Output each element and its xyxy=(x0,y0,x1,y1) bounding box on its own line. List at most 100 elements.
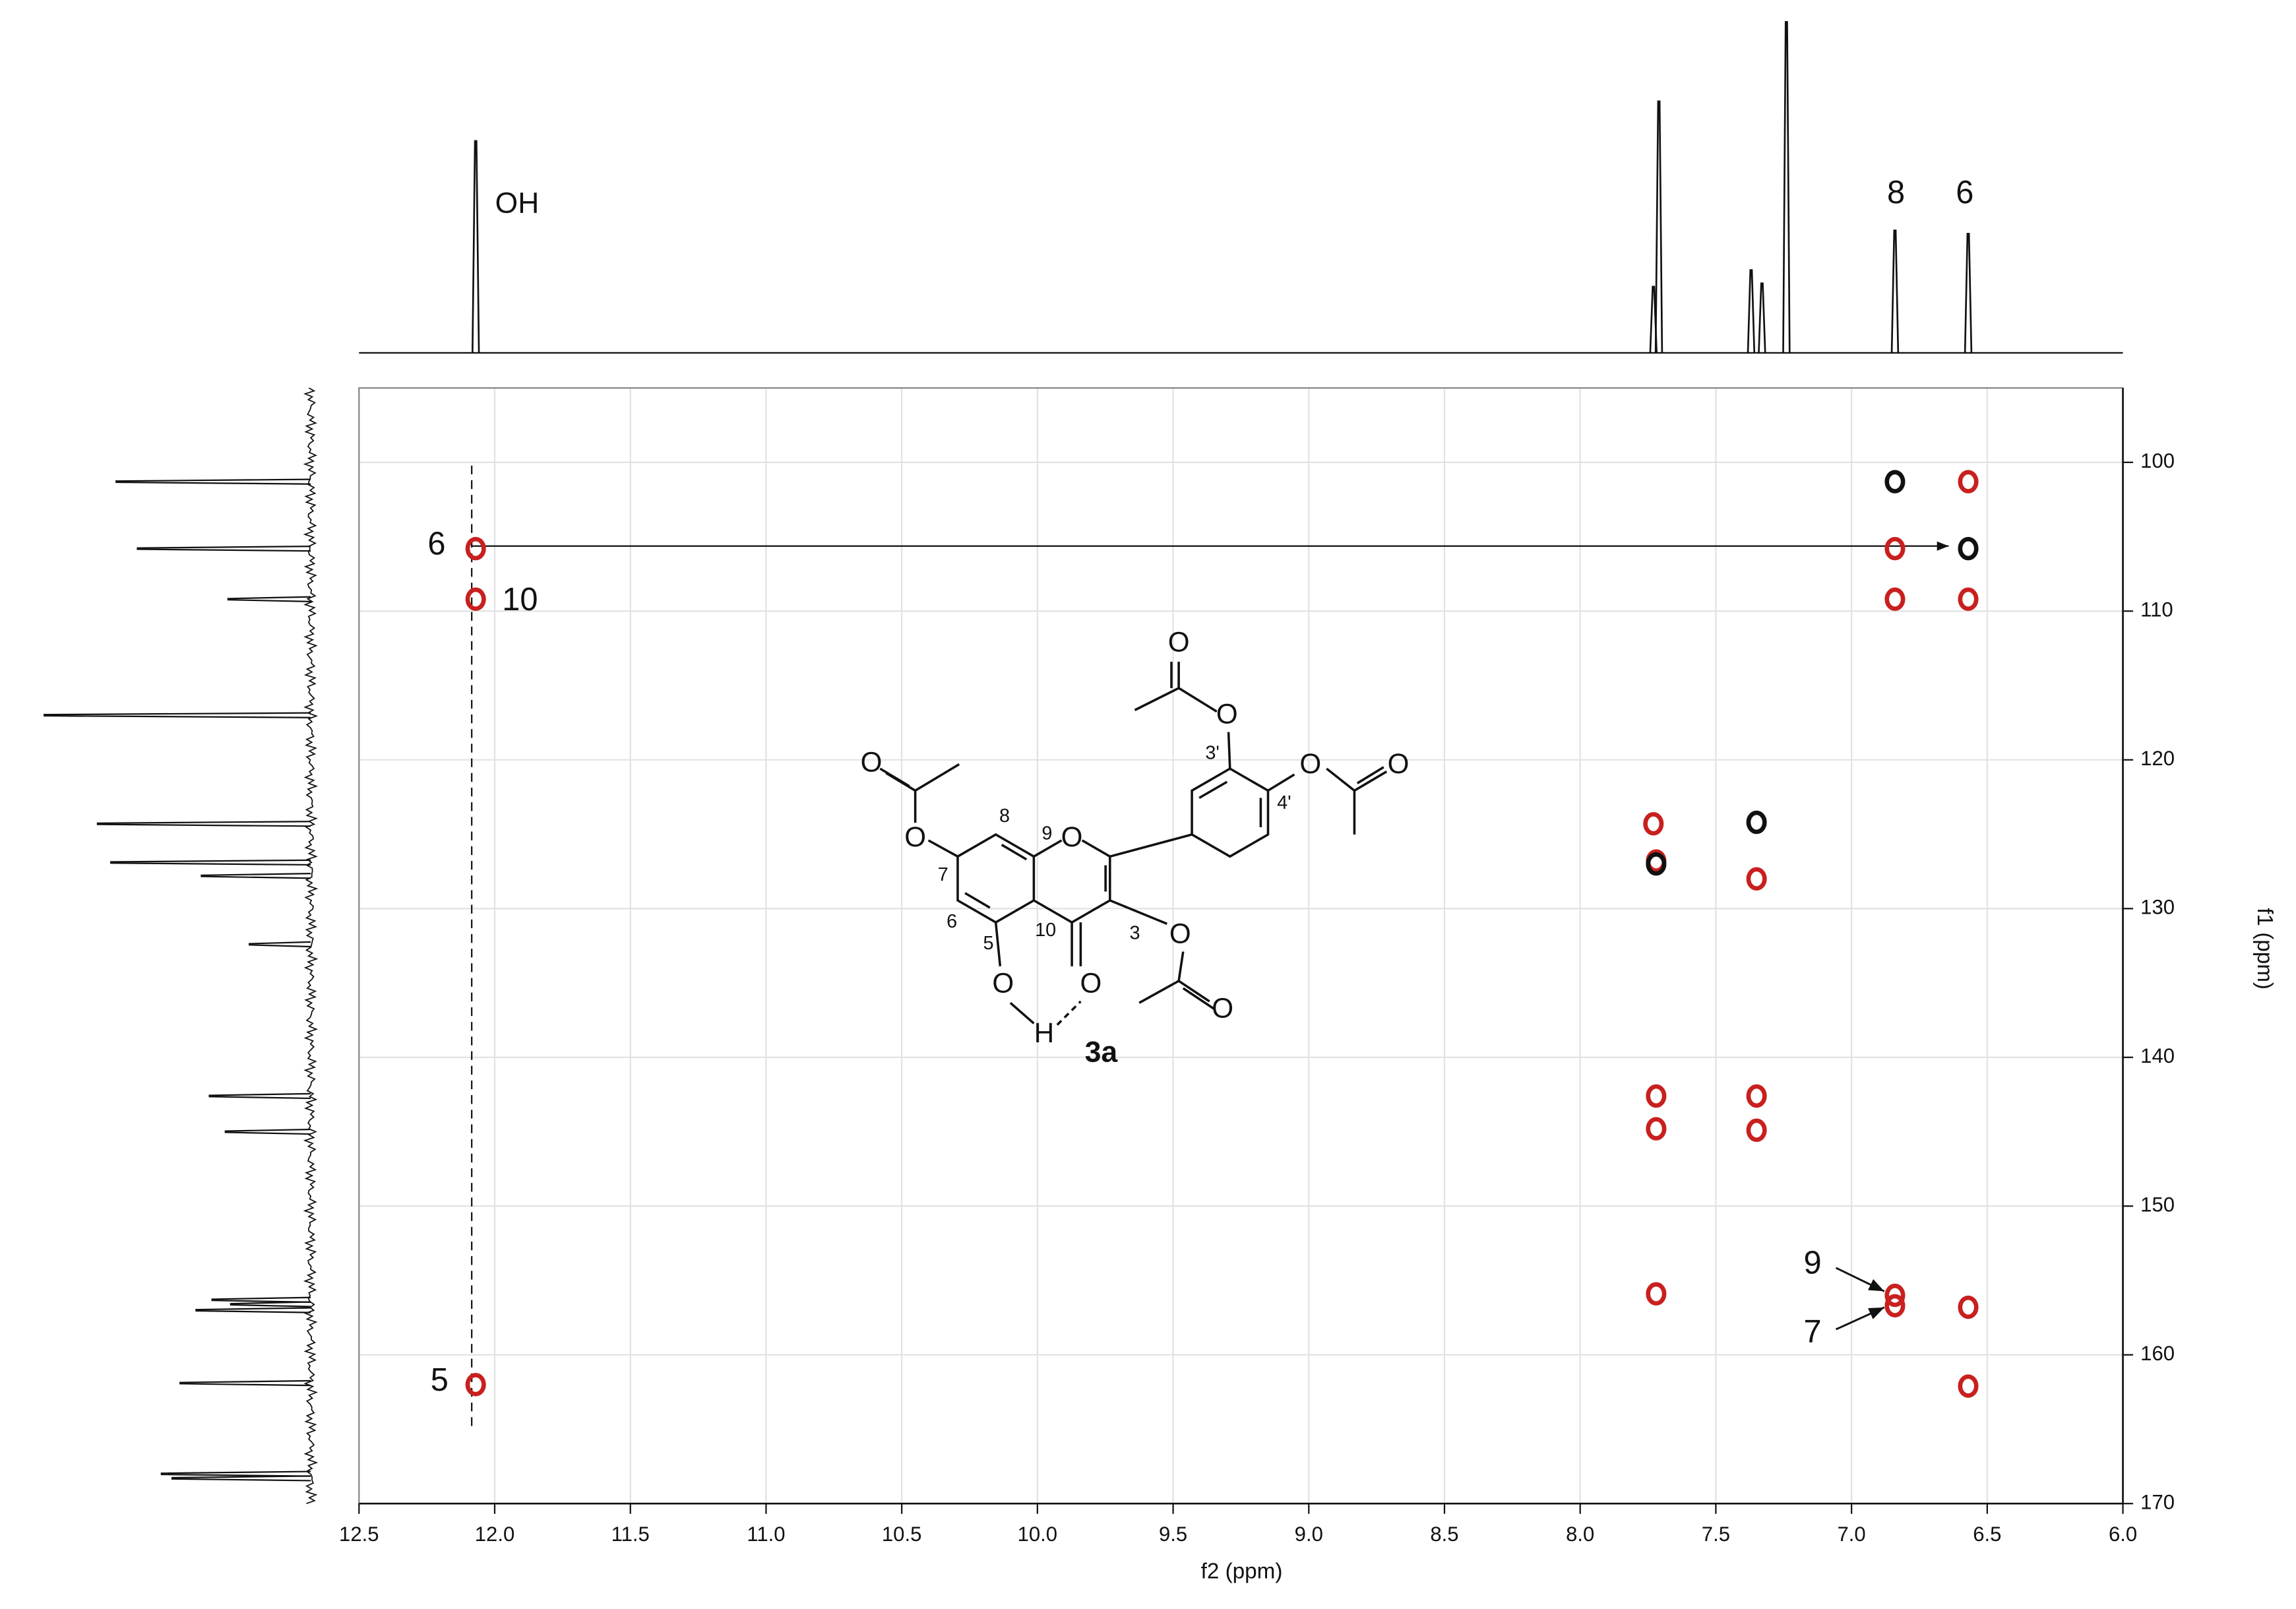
annotation: 8 xyxy=(1887,175,1905,210)
y-tick-label: 150 xyxy=(2140,1193,2175,1216)
compound-label: 3a xyxy=(1085,1036,1118,1069)
x-tick-label: 10.0 xyxy=(1018,1523,1057,1546)
spectrum-peak xyxy=(160,1470,311,1477)
cross-peak xyxy=(465,1373,486,1397)
cross-peak xyxy=(1958,470,1979,493)
annotation: 6 xyxy=(1956,175,1973,210)
x-axis-title: f2 (ppm) xyxy=(1201,1559,1283,1583)
cross-peak xyxy=(1884,587,1906,612)
spectrum-peak xyxy=(201,873,311,879)
cross-peak xyxy=(1746,867,1767,891)
grid xyxy=(358,388,2124,1505)
arrow xyxy=(1835,1267,1885,1292)
spectrum-peak xyxy=(115,478,311,485)
spectrum-peak xyxy=(208,1092,311,1100)
cross-peak xyxy=(1884,470,1906,493)
locant: 3 xyxy=(1130,923,1140,944)
spectrum-peak xyxy=(230,1301,311,1308)
cross-peak xyxy=(1884,536,1906,561)
atom-label: O xyxy=(1169,918,1191,949)
annotation: 10 xyxy=(502,582,538,617)
spectrum-peak xyxy=(110,859,311,866)
cross-peak xyxy=(1958,1295,1979,1319)
y-tick-label: 100 xyxy=(2140,449,2175,472)
annotation: OH xyxy=(495,187,540,219)
spectrum-peak xyxy=(96,821,311,827)
x-tick-label: 12.5 xyxy=(339,1523,379,1546)
bond xyxy=(1009,1001,1035,1025)
cross-peak xyxy=(1884,1283,1906,1308)
annotation: 5 xyxy=(431,1362,449,1398)
cross-peak xyxy=(1646,1117,1667,1141)
arrow xyxy=(1835,1306,1885,1331)
atom-label: O xyxy=(1080,968,1102,999)
structure xyxy=(879,662,1388,1026)
spectrum-peak xyxy=(195,1307,311,1313)
x-tick-label: 8.5 xyxy=(1430,1523,1458,1546)
spectrum-peak xyxy=(1654,100,1663,353)
atom-label: O xyxy=(861,747,883,778)
cross-peak xyxy=(1958,587,1979,612)
h-bond xyxy=(1056,1000,1082,1026)
x-tick-label: 10.5 xyxy=(882,1523,921,1546)
annotation: 6 xyxy=(427,526,445,562)
plot-frame xyxy=(358,387,2124,1505)
locant: 7 xyxy=(938,864,948,885)
spectrum-peak xyxy=(1890,229,1900,353)
locant: 3' xyxy=(1205,743,1220,764)
cross-peak xyxy=(1646,1084,1667,1108)
annotation: 9 xyxy=(1803,1245,1821,1280)
x-tick-label: 9.5 xyxy=(1159,1523,1187,1546)
locant: 5 xyxy=(983,933,994,954)
spectrum-peak xyxy=(471,140,480,353)
spectrum-peak xyxy=(171,1475,311,1482)
y-tick-label: 120 xyxy=(2140,747,2175,770)
left-baseline xyxy=(303,387,319,1505)
y-tick-label: 140 xyxy=(2140,1044,2175,1067)
spectrum-peak xyxy=(44,712,311,718)
spectrum-peak xyxy=(224,1128,311,1135)
cross-peak xyxy=(1746,1118,1767,1143)
locant: 6 xyxy=(946,911,957,932)
atom-label: O xyxy=(1388,748,1410,779)
spectrum-peak xyxy=(137,545,311,552)
spectrum-peak xyxy=(1758,282,1766,353)
atom-label: O xyxy=(1216,698,1238,729)
spectrum-peak xyxy=(1964,232,1973,353)
x-tick-label: 7.5 xyxy=(1702,1523,1730,1546)
cross-peak xyxy=(1746,810,1767,835)
spectrum-peak xyxy=(1747,269,1756,353)
x-tick-label: 6.5 xyxy=(1973,1523,2001,1546)
annotation: 7 xyxy=(1803,1314,1821,1350)
x-tick-label: 12.0 xyxy=(475,1523,514,1546)
x-tick-label: 11.5 xyxy=(611,1523,650,1546)
x-tick-label: 11.0 xyxy=(747,1523,785,1546)
atom-label: O xyxy=(904,821,926,852)
cross-peak xyxy=(1958,536,1979,561)
atom-label: O xyxy=(1299,748,1321,779)
cross-peak xyxy=(465,536,486,561)
spectrum-peak xyxy=(249,941,311,948)
cross-peak xyxy=(1746,1084,1767,1108)
cross-peak xyxy=(1643,812,1664,836)
spectrum-peak xyxy=(1782,20,1791,353)
locant: 9 xyxy=(1041,823,1052,844)
atom-label: O xyxy=(992,968,1014,999)
locant: 4' xyxy=(1277,792,1291,813)
y-tick-label: 170 xyxy=(2140,1490,2175,1513)
y-tick-label: 160 xyxy=(2140,1342,2175,1365)
y-tick-label: 110 xyxy=(2140,598,2173,621)
y-axis-title: f1 (ppm) xyxy=(2252,908,2277,990)
atom-label: H xyxy=(1034,1017,1054,1048)
x-tick-label: 7.0 xyxy=(1838,1523,1866,1546)
x-tick-label: 9.0 xyxy=(1295,1523,1323,1546)
locant: 8 xyxy=(999,805,1010,827)
spectrum-peak xyxy=(227,596,311,602)
atom-label: O xyxy=(1168,627,1190,658)
x-tick-label: 8.0 xyxy=(1566,1523,1594,1546)
cross-peak xyxy=(1884,1294,1906,1318)
cross-peak xyxy=(1958,1374,1979,1398)
cross-peak xyxy=(1646,852,1667,876)
spectrum-peak xyxy=(211,1296,311,1303)
